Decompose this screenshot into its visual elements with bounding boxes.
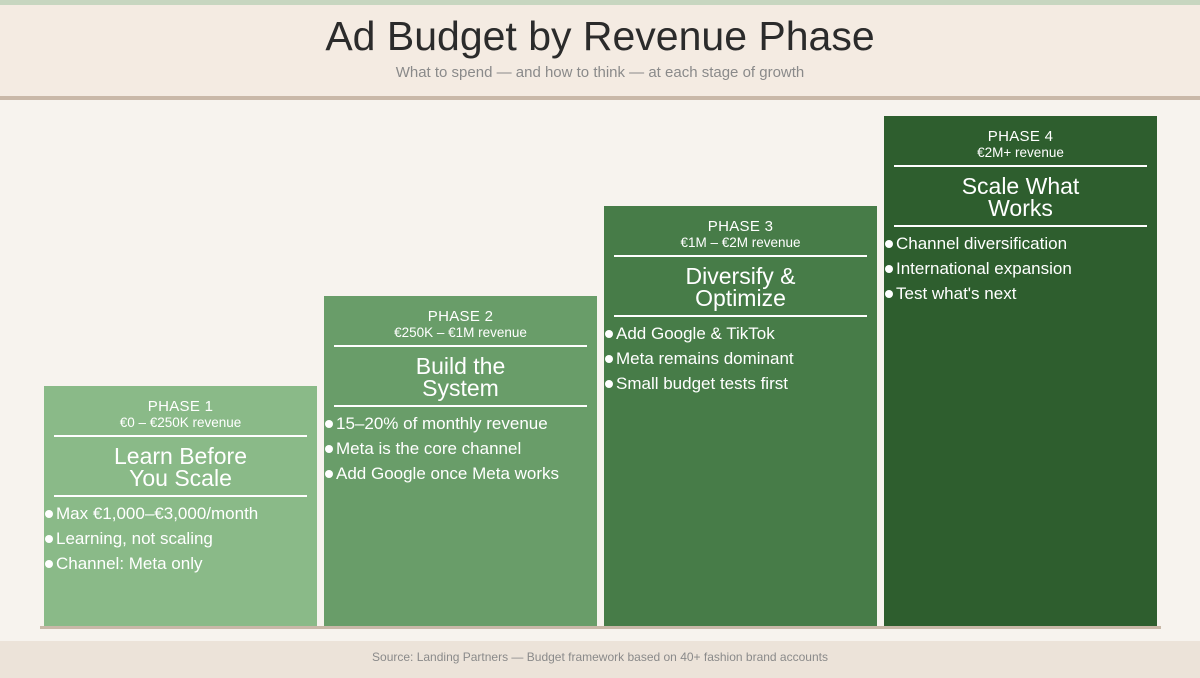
- bullet-list: Channel diversification International ex…: [885, 234, 1147, 304]
- phase-name: Learn Before You Scale: [114, 443, 247, 491]
- phase-label: PHASE 2: [427, 308, 494, 325]
- page-subtitle: What to spend — and how to think — at ea…: [395, 64, 805, 81]
- divider: [894, 165, 1147, 167]
- list-item: Small budget tests first: [605, 374, 867, 394]
- list-item-text: Learning, not scaling: [56, 529, 213, 548]
- divider: [614, 255, 867, 257]
- bullet-list: 15–20% of monthly revenue Meta is the co…: [325, 414, 587, 484]
- phase-revenue: €0 – €250K revenue: [119, 415, 242, 430]
- list-item-text: Small budget tests first: [616, 374, 788, 393]
- phase-label: PHASE 4: [987, 128, 1054, 145]
- page-title: Ad Budget by Revenue Phase: [325, 13, 875, 59]
- list-item-text: Channel: Meta only: [56, 554, 203, 573]
- bullet-icon: [45, 535, 53, 543]
- bullet-icon: [885, 290, 893, 298]
- phase-name: Build the System: [415, 353, 506, 401]
- phase-label: PHASE 1: [147, 398, 214, 415]
- bullet-icon: [605, 330, 613, 338]
- bullet-icon: [325, 420, 333, 428]
- list-item: Learning, not scaling: [45, 529, 307, 549]
- phase-revenue: €250K – €1M revenue: [394, 325, 527, 340]
- phase-2-block: PHASE 2 €250K – €1M revenue Build the Sy…: [324, 296, 597, 626]
- divider: [54, 495, 307, 497]
- phase-name: Diversify & Optimize: [685, 263, 796, 311]
- top-accent-strip: [0, 0, 1200, 5]
- bullet-list: Add Google & TikTok Meta remains dominan…: [605, 324, 867, 394]
- list-item-text: Test what's next: [896, 284, 1017, 303]
- bullet-list: Max €1,000–€3,000/month Learning, not sc…: [45, 504, 307, 574]
- list-item: Meta is the core channel: [325, 439, 587, 459]
- phase-name: Scale What Works: [961, 173, 1080, 221]
- baseline: [40, 626, 1161, 629]
- bullet-icon: [885, 240, 893, 248]
- phase-4-block: PHASE 4 €2M+ revenue Scale What Works Ch…: [884, 116, 1157, 626]
- list-item-text: Meta remains dominant: [616, 349, 794, 368]
- list-item: Channel: Meta only: [45, 554, 307, 574]
- source-note: Source: Landing Partners — Budget framew…: [372, 650, 828, 664]
- list-item: Test what's next: [885, 284, 1147, 304]
- divider: [54, 435, 307, 437]
- phase-revenue: €2M+ revenue: [977, 145, 1064, 160]
- phase-1-block: PHASE 1 €0 – €250K revenue Learn Before …: [44, 386, 317, 626]
- bullet-icon: [45, 510, 53, 518]
- divider: [334, 345, 587, 347]
- list-item: Meta remains dominant: [605, 349, 867, 369]
- header: Ad Budget by Revenue Phase What to spend…: [0, 5, 1200, 100]
- list-item: Add Google once Meta works: [325, 464, 587, 484]
- list-item-text: Meta is the core channel: [336, 439, 522, 458]
- bullet-icon: [325, 445, 333, 453]
- list-item-text: Channel diversification: [896, 234, 1068, 253]
- phase-label: PHASE 3: [707, 218, 774, 235]
- list-item-text: 15–20% of monthly revenue: [336, 414, 548, 433]
- list-item-text: International expansion: [896, 259, 1072, 278]
- phase-3-block: PHASE 3 €1M – €2M revenue Diversify & Op…: [604, 206, 877, 626]
- list-item-text: Add Google & TikTok: [616, 324, 775, 343]
- bullet-icon: [605, 355, 613, 363]
- list-item: Add Google & TikTok: [605, 324, 867, 344]
- staircase-diagram: PHASE 1 €0 – €250K revenue Learn Before …: [0, 100, 1200, 640]
- bullet-icon: [605, 380, 613, 388]
- phase-revenue: €1M – €2M revenue: [680, 235, 801, 250]
- divider: [894, 225, 1147, 227]
- list-item-text: Add Google once Meta works: [336, 464, 560, 483]
- list-item: International expansion: [885, 259, 1147, 279]
- list-item-text: Max €1,000–€3,000/month: [56, 504, 259, 523]
- divider: [334, 405, 587, 407]
- bullet-icon: [885, 265, 893, 273]
- list-item: Channel diversification: [885, 234, 1147, 254]
- footer: Source: Landing Partners — Budget framew…: [0, 641, 1200, 678]
- bullet-icon: [325, 470, 333, 478]
- bullet-icon: [45, 560, 53, 568]
- list-item: Max €1,000–€3,000/month: [45, 504, 307, 524]
- divider: [614, 315, 867, 317]
- list-item: 15–20% of monthly revenue: [325, 414, 587, 434]
